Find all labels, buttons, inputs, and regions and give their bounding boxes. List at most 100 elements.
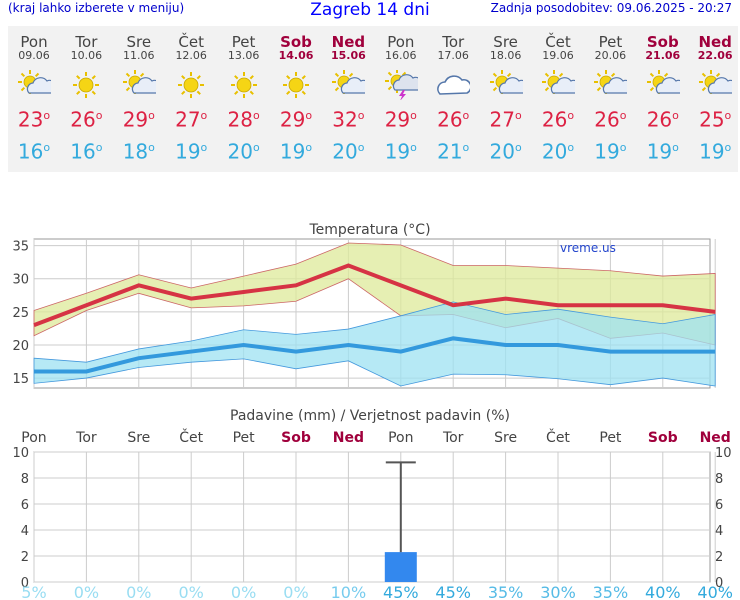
precipitation-day-label: Sob — [648, 430, 678, 446]
precipitation-day-label: Tor — [75, 430, 97, 446]
day-name: Sre — [126, 33, 152, 51]
precipitation-probability: 40% — [697, 583, 733, 600]
max-temp-value: 29 — [384, 107, 411, 132]
temperature-y-tick: 30 — [12, 273, 29, 288]
min-temp-value: 20 — [489, 139, 515, 164]
precipitation-probability: 45% — [383, 583, 419, 600]
precipitation-probability: 35% — [488, 583, 524, 600]
precipitation-y-tick-left: 0 — [21, 576, 29, 591]
min-temp: 19o — [594, 139, 627, 164]
day-column: Tor 10.06 26o 16o — [60, 26, 112, 163]
max-temp-value: 26 — [70, 107, 96, 132]
max-temp-value: 29 — [122, 107, 149, 132]
day-date: 22.06 — [697, 49, 733, 62]
precipitation-day-label: Čet — [546, 428, 570, 446]
max-temp: 26o — [594, 107, 627, 132]
min-temp-value: 19 — [384, 139, 411, 164]
day-date: 14.06 — [278, 49, 314, 62]
day-column: Sob 14.06 29o 19o — [270, 26, 322, 163]
day-column: Čet 12.06 27o 19o — [165, 26, 217, 163]
precipitation-day-label: Tor — [442, 430, 464, 446]
precipitation-bar — [384, 552, 417, 582]
precipitation-day-label: Sob — [281, 430, 311, 446]
min-temp: 21o — [437, 139, 470, 164]
daily-forecast-strip: Pon 09.06 23o 16o Tor 10.06 26o 16o Sre 11.06 29o 1… — [8, 26, 738, 172]
day-name: Pet — [231, 33, 256, 51]
precipitation-y-tick-right: 2 — [715, 550, 723, 565]
min-temp: 20o — [541, 139, 575, 164]
day-date: 17.06 — [437, 49, 469, 62]
min-temp-value: 16 — [17, 139, 44, 164]
max-temp: 29o — [122, 107, 155, 132]
max-temp: 32o — [332, 107, 365, 132]
day-name: Tor — [75, 33, 98, 51]
max-temp: 28o — [227, 107, 260, 132]
day-date: 11.06 — [123, 49, 155, 62]
max-temp-value: 27 — [489, 107, 515, 132]
day-date: 12.06 — [175, 49, 207, 62]
thunderstorm-icon — [375, 69, 427, 101]
min-temp-value: 18 — [122, 139, 149, 164]
sun-icon — [165, 70, 217, 100]
min-temp-value: 19 — [646, 139, 673, 164]
day-name: Pon — [20, 33, 48, 51]
min-temp-value: 20 — [332, 139, 358, 164]
max-temp-line — [33, 263, 716, 327]
day-name: Tor — [442, 33, 465, 51]
day-name: Sre — [493, 33, 518, 51]
day-name: Ned — [698, 33, 732, 51]
day-column: Pon 16.06 29o 19o — [375, 26, 427, 163]
min-temp: 19o — [646, 139, 679, 164]
max-temp-value: 26 — [646, 107, 673, 132]
day-date: 19.06 — [542, 49, 574, 62]
max-temp: 29o — [279, 107, 313, 132]
max-temp: 27o — [175, 107, 208, 132]
max-temp: 29o — [384, 107, 417, 132]
precipitation-day-label: Sre — [127, 430, 150, 446]
precipitation-day-label: Pon — [21, 430, 46, 446]
day-name: Čet — [178, 33, 204, 51]
day-date: 18.06 — [489, 49, 522, 62]
day-date: 20.06 — [594, 49, 627, 62]
min-temp: 16o — [17, 139, 51, 164]
max-temp: 26o — [646, 107, 679, 132]
temperature-y-tick: 25 — [12, 306, 29, 321]
min-temp: 20o — [332, 139, 365, 164]
sun-cloud-icon — [322, 70, 374, 100]
day-name: Ned — [331, 33, 366, 51]
precipitation-y-tick-right: 10 — [715, 446, 732, 461]
max-temp-value: 26 — [594, 107, 620, 132]
precipitation-y-tick-right: 6 — [715, 498, 723, 513]
max-temp-value: 23 — [17, 107, 44, 132]
min-temp-line — [34, 336, 716, 374]
precipitation-day-label: Ned — [700, 430, 731, 446]
sun-cloud-icon — [480, 70, 532, 100]
min-temp: 16o — [70, 139, 103, 164]
precipitation-y-tick-right: 8 — [715, 472, 723, 487]
precipitation-day-label: Pet — [599, 430, 622, 446]
precipitation-probability: 0% — [126, 583, 151, 600]
day-name: Pon — [387, 33, 415, 51]
temperature-y-tick: 20 — [12, 339, 29, 354]
day-name: Sob — [280, 33, 312, 51]
precipitation-y-tick-left: 8 — [21, 472, 29, 487]
location-hint[interactable]: (kraj lahko izberete v meniju) — [8, 1, 185, 15]
precipitation-day-label: Pon — [388, 430, 413, 446]
day-date: 15.06 — [330, 49, 366, 62]
precipitation-y-tick-right: 4 — [715, 524, 723, 539]
precipitation-probability: 0% — [231, 583, 256, 600]
precipitation-probability: 0% — [74, 583, 99, 600]
max-temp: 27o — [489, 107, 522, 132]
day-column: Ned 15.06 32o 20o — [322, 26, 374, 163]
day-name: Sob — [646, 33, 679, 51]
min-temp-value: 19 — [279, 139, 306, 164]
sun-cloud-icon — [8, 70, 60, 100]
header: (kraj lahko izberete v meniju) Zagreb 14… — [0, 0, 740, 22]
min-temp: 19o — [384, 139, 417, 164]
day-column: Tor 17.06 26o 21o — [427, 26, 479, 163]
precipitation-y-tick-left: 4 — [21, 524, 29, 539]
day-column: Pet 13.06 28o 20o — [218, 26, 270, 163]
cloud-icon — [427, 70, 479, 100]
min-temp-value: 20 — [227, 139, 253, 164]
